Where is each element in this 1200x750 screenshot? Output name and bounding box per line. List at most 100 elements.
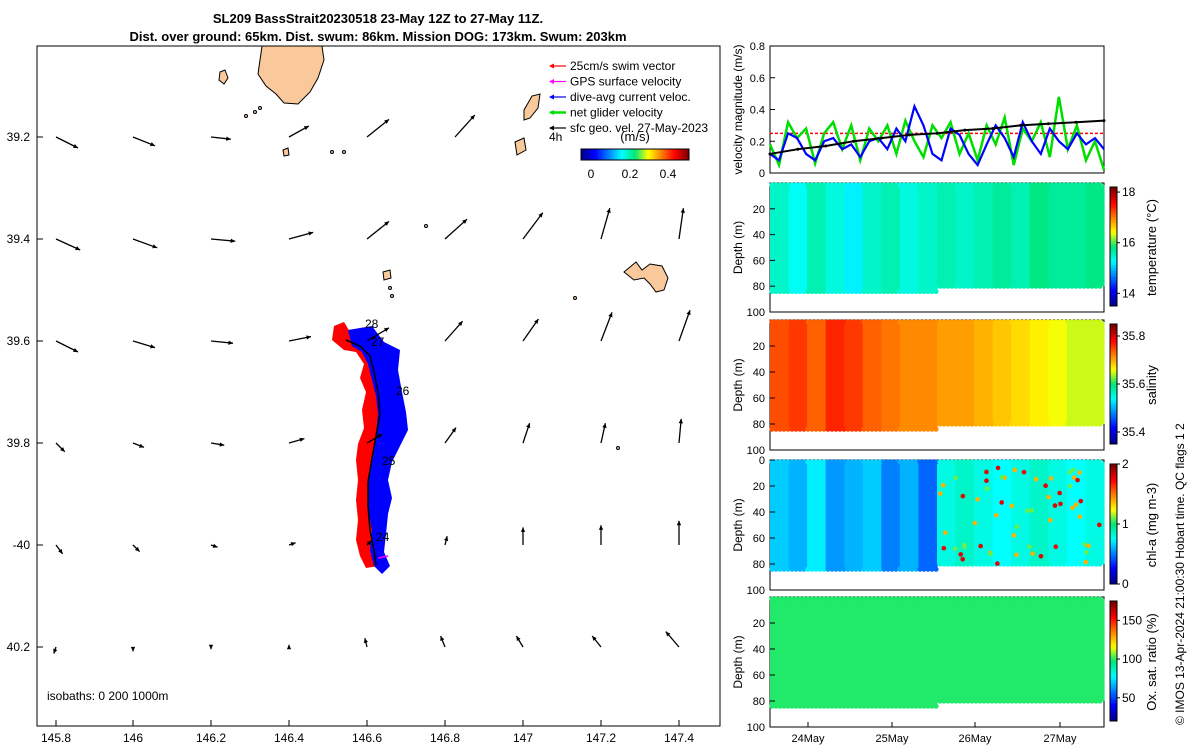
profile-bottom-dot	[1057, 283, 1063, 289]
profile-bottom-dot	[893, 703, 899, 709]
profile-top-dot	[869, 459, 875, 465]
geo-velocity-arrow-head	[286, 644, 292, 650]
profile-top-dot	[981, 596, 987, 602]
profile-bottom-dot	[993, 421, 999, 427]
profile-top-dot	[1097, 596, 1103, 602]
profile-top-dot	[805, 459, 811, 465]
profile-bottom-dot	[817, 703, 823, 709]
colorbar-cell	[1110, 369, 1117, 373]
profile-top-dot	[805, 182, 811, 188]
profile-bottom-dot	[777, 703, 783, 709]
profile-bottom-dot	[885, 566, 891, 572]
colorbar-frame	[580, 148, 690, 161]
colorbar-cell	[1110, 482, 1117, 486]
profile-top-dot	[941, 459, 947, 465]
colorbar-cell	[589, 149, 592, 160]
chl-speckle	[1012, 467, 1018, 473]
cbar-tick-label: 35.4	[1122, 425, 1146, 439]
heatmap-column	[937, 462, 957, 564]
profile-bottom-dot	[1033, 283, 1039, 289]
profile-bottom-dot	[1065, 561, 1071, 567]
heatmap-column	[937, 185, 957, 287]
colorbar-cell	[1110, 276, 1117, 280]
profile-bottom-dot	[813, 566, 819, 572]
profile-top-dot	[809, 182, 815, 188]
colorbar-cell	[1110, 625, 1117, 629]
y-tick-label: 40	[753, 507, 765, 519]
heatmap-panel-3: 0 20 40 60 80 100 Depth (m) 0 1 2 chl-a (mg m-3)	[731, 455, 1159, 597]
profile-top-dot	[845, 459, 851, 465]
y-tick-label: 40	[753, 230, 765, 242]
profile-bottom-dot	[1069, 698, 1075, 704]
colorbar-cell	[1110, 709, 1117, 713]
heatmap-column	[788, 322, 808, 430]
geo-velocity-arrow-head	[606, 208, 611, 214]
profile-top-dot	[809, 596, 815, 602]
profile-top-dot	[897, 459, 903, 465]
profile-top-dot	[1053, 596, 1059, 602]
colorbar-cell	[1110, 273, 1117, 277]
chl-speckle	[1053, 544, 1059, 549]
chl-speckle	[1046, 494, 1052, 500]
heatmap-column	[807, 322, 827, 430]
profile-top-dot	[821, 182, 827, 188]
colorbar-cell	[1110, 470, 1117, 474]
colorbar-cell	[1110, 384, 1117, 388]
heatmap-column	[1048, 462, 1068, 564]
profile-bottom-dot	[829, 426, 835, 432]
colorbar-cell	[599, 149, 602, 160]
profile-bottom-dot	[801, 288, 807, 294]
colorbar-cell	[1110, 581, 1117, 585]
chl-speckle	[995, 561, 1000, 566]
geo-velocity-arrow-head	[592, 636, 597, 641]
profile-top-dot	[841, 596, 847, 602]
heatmap-column	[1066, 185, 1087, 287]
colorbar-cell	[1110, 189, 1117, 194]
profile-bottom-dot	[889, 566, 895, 572]
colorbar-cell	[659, 149, 662, 160]
chl-speckle	[978, 543, 983, 549]
colorbar-cell	[615, 149, 618, 160]
profile-bottom-dot	[885, 426, 891, 432]
geo-velocity-arrow-head	[212, 543, 218, 548]
profile-bottom-dot	[981, 421, 987, 427]
heatmap-column	[788, 185, 808, 292]
profile-top-dot	[989, 459, 995, 465]
profile-bottom-dot	[905, 288, 911, 294]
profile-top-dot	[769, 596, 775, 602]
geo-velocity-arrow-shaft	[600, 208, 611, 240]
profile-bottom-dot	[953, 561, 959, 567]
profile-top-dot	[1069, 319, 1075, 325]
profile-bottom-dot	[789, 426, 795, 432]
colorbar-cell	[1110, 563, 1117, 567]
colorbar-cell	[1110, 246, 1117, 250]
heatmap-column	[955, 185, 975, 287]
colorbar-cell	[1110, 210, 1117, 215]
y-tick-label: 100	[747, 722, 765, 734]
sfc-geo-point	[1074, 120, 1078, 124]
profile-top-dot	[1029, 182, 1035, 188]
profile-top-dot	[1029, 459, 1035, 465]
profile-bottom-dot	[889, 288, 895, 294]
profile-bottom-dot	[1021, 561, 1027, 567]
profile-bottom-dot	[1097, 421, 1103, 427]
map-colorbar: 0 0.2 0.4	[580, 148, 690, 181]
geo-velocity-arrow-head	[665, 631, 671, 637]
profile-top-dot	[973, 182, 979, 188]
y-tick-label: 40.2	[7, 640, 31, 654]
profile-bottom-dot	[1005, 283, 1011, 289]
colorbar-cell	[1110, 300, 1117, 304]
profile-top-dot	[961, 459, 967, 465]
heatmap-column	[1085, 599, 1105, 701]
profile-bottom-dot	[1089, 421, 1095, 427]
y-tick-label: 0	[759, 455, 765, 467]
x-tick-label: 146.8	[430, 731, 460, 745]
colorbar-cell	[601, 149, 604, 160]
profile-bottom-dot	[845, 426, 851, 432]
profile-top-dot	[1085, 459, 1091, 465]
profile-top-dot	[793, 319, 799, 325]
legend-label: 25cm/s swim vector	[570, 59, 675, 73]
colorbar-cell	[1110, 396, 1117, 400]
colorbar-cell	[1110, 607, 1117, 611]
profile-top-dot	[805, 596, 811, 602]
